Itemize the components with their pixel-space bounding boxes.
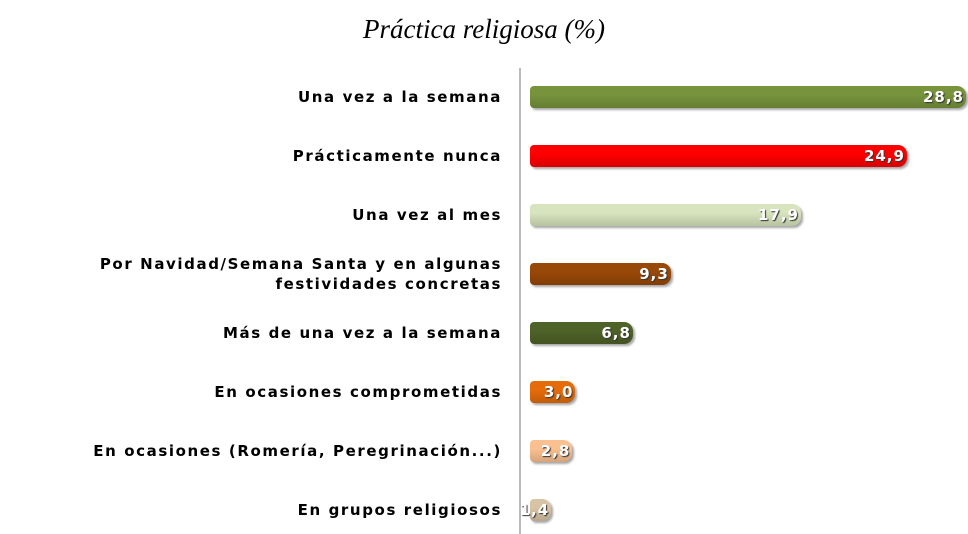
value-label: 24,9 xyxy=(863,147,905,165)
category-label: Prácticamente nunca xyxy=(292,147,502,165)
value-label: 6,8 xyxy=(601,324,631,342)
category-label: Por Navidad/Semana Santa y en algunas fe… xyxy=(99,255,502,293)
value-label: 28,8 xyxy=(922,88,964,106)
category-label: Una vez al mes xyxy=(352,206,502,224)
value-label: 1,4 xyxy=(519,501,550,519)
axis-line xyxy=(519,68,521,534)
value-label: 9,3 xyxy=(639,265,669,283)
bar xyxy=(530,204,801,226)
category-label: Una vez a la semana xyxy=(298,88,502,106)
bar xyxy=(530,440,573,462)
category-label: En ocasiones comprometidas xyxy=(214,383,502,401)
bar xyxy=(530,381,576,403)
category-label: En grupos religiosos xyxy=(297,501,502,519)
bar xyxy=(530,263,671,285)
value-label: 3,0 xyxy=(543,383,574,401)
bar xyxy=(530,86,966,108)
bar xyxy=(530,499,552,521)
value-label: 17,9 xyxy=(757,206,799,224)
category-label: Más de una vez a la semana xyxy=(222,324,502,342)
chart-title: Práctica religiosa (%) xyxy=(363,14,605,44)
bar xyxy=(530,322,633,344)
value-label: 2,8 xyxy=(540,442,571,460)
bar xyxy=(530,145,907,167)
category-label: En ocasiones (Romería, Peregrinación...) xyxy=(93,442,502,460)
